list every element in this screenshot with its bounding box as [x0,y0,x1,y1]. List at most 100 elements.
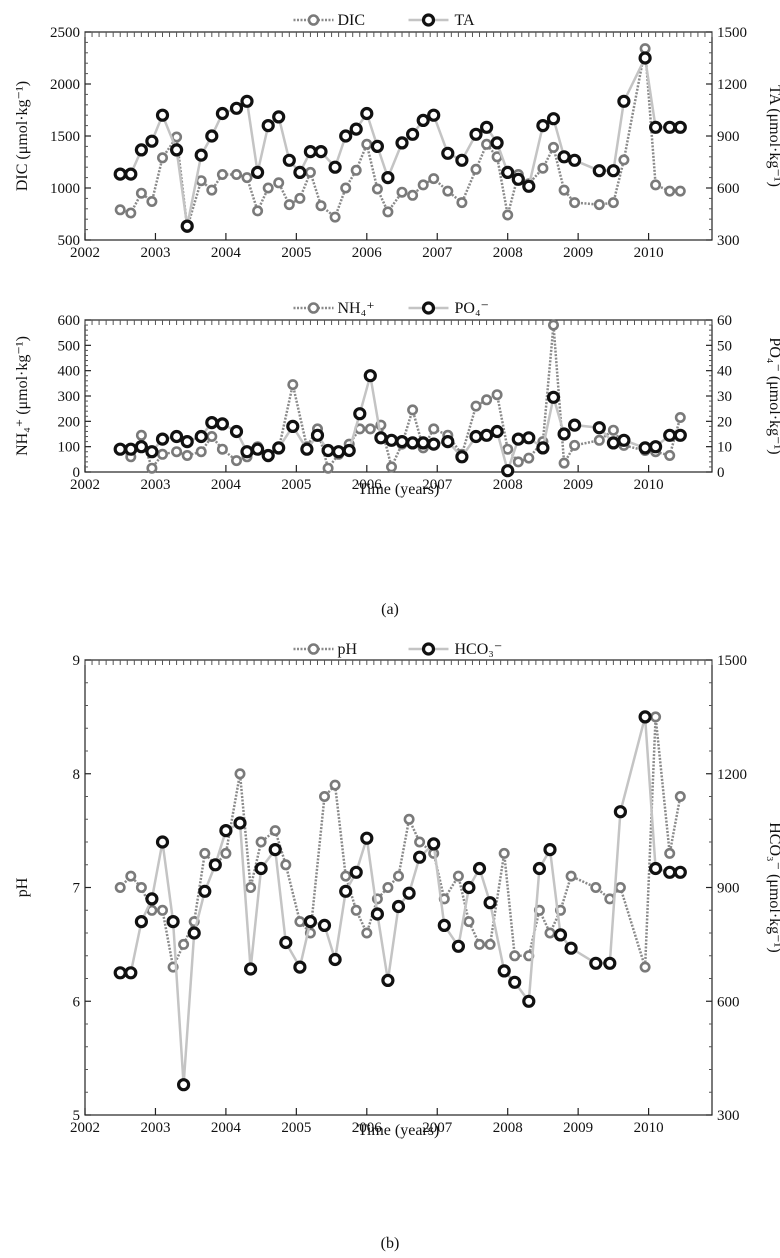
data-point [135,429,147,441]
data-point [381,973,395,988]
data-point [664,449,676,461]
data-point [674,790,686,802]
data-point [512,456,524,468]
x-tick-label: 2005 [281,1120,311,1136]
data-point [490,424,504,439]
x-tick-label: 2008 [493,245,523,261]
data-point [195,446,207,458]
data-point [282,153,296,167]
data-point [470,400,482,412]
legend-marker [307,643,320,655]
data-point [674,185,686,197]
data-point [592,164,606,178]
x-tick-label: 2002 [70,477,100,493]
data-point [272,110,286,124]
data-point [565,870,577,882]
x-tick-label: 2004 [211,1120,242,1136]
data-point [557,427,571,441]
data-point [382,881,394,893]
data-point [219,823,233,838]
y-tick-label: 9 [73,653,81,669]
data-point [480,120,494,134]
data-point [113,167,127,181]
data-point [114,881,126,893]
data-point [363,369,377,383]
data-point [241,172,253,184]
data-point [360,106,374,121]
data-point [452,870,464,882]
data-point [663,865,677,879]
data-point [414,836,426,848]
data-point [417,179,429,191]
data-point [606,436,621,450]
y2-tick-label: 1200 [717,767,747,783]
data-point [303,914,317,929]
data-point [567,418,582,432]
data-point [113,966,127,980]
data-point [145,445,159,459]
data-point [262,182,274,194]
x-tick-label: 2006 [352,245,383,261]
legend-marker [421,642,436,656]
data-point [604,893,616,905]
data-point [469,127,483,141]
data-point [340,182,352,194]
data-point [469,429,483,444]
data-point [490,136,504,150]
legend-marker [421,301,436,315]
data-point [170,429,184,444]
data-point [603,956,617,970]
y2-tick-label: 10 [717,440,732,456]
data-point [350,164,362,176]
data-point [569,439,581,451]
data-point [648,861,663,876]
y2-tick-label: 900 [717,129,740,145]
data-point [547,141,559,153]
data-point [451,939,465,953]
y2-tick-label: 900 [717,881,740,897]
x-tick-label: 2008 [493,477,523,493]
y2-tick-label: 60 [717,313,732,329]
y2-tick-label: 300 [717,233,740,249]
data-point [511,172,525,186]
data-point [498,847,510,859]
y-tick-label: 500 [58,233,81,249]
data-point [286,419,300,433]
x-tick-label: 2003 [140,477,170,493]
data-point [617,94,631,108]
data-point [370,139,384,153]
data-point [303,145,317,159]
data-point [315,200,327,212]
data-point [157,448,169,460]
data-point [350,904,362,916]
chart-panel-a-top: 2002 2003 2004 2005 2006 2007 2008 2009 2010 500 1… [14,12,780,261]
data-point [470,163,482,175]
data-point [567,153,582,167]
data-point [339,129,353,143]
data-point [663,428,677,442]
y2-tick-label: 600 [717,994,740,1010]
x-tick-label: 2004 [211,245,242,261]
data-point [229,101,244,115]
data-point [663,120,677,134]
data-point [155,108,170,122]
data-point [558,184,570,196]
data-point [673,865,687,879]
data-point [166,914,180,929]
x-tick-label: 2008 [493,1120,523,1136]
data-point [293,165,307,179]
data-point [455,450,469,464]
legend-marker [307,302,320,314]
data-point [484,938,496,950]
chart-panel-b: 2002 2003 2004 2005 2006 2007 2008 2009 2010 5 6 7 8… [14,641,780,1139]
data-point [317,918,332,933]
data-point [413,850,427,864]
data-point [592,421,606,435]
y2-tick-label: 1200 [717,77,747,93]
data-point [590,881,602,893]
x-tick-label: 2009 [563,477,593,493]
y-tick-label: 600 [58,313,81,329]
data-point [273,177,285,189]
data-point [294,192,306,204]
